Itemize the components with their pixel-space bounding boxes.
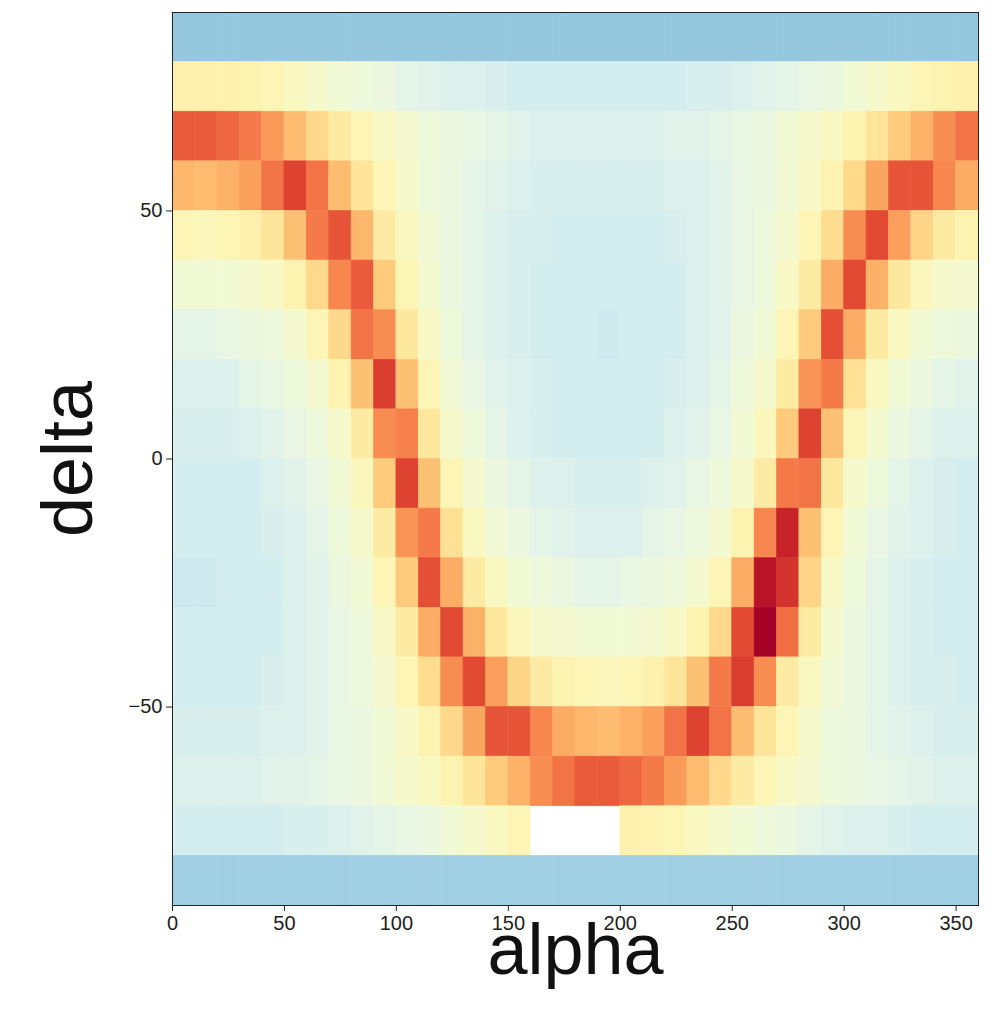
svg-text:100: 100 xyxy=(380,912,413,934)
svg-text:alpha: alpha xyxy=(487,909,664,989)
svg-text:−50: −50 xyxy=(129,695,163,717)
svg-text:250: 250 xyxy=(716,912,749,934)
svg-text:50: 50 xyxy=(273,912,295,934)
svg-text:350: 350 xyxy=(939,912,972,934)
svg-text:300: 300 xyxy=(827,912,860,934)
svg-text:0: 0 xyxy=(151,447,162,469)
svg-text:delta: delta xyxy=(27,380,107,537)
svg-text:50: 50 xyxy=(140,199,162,221)
svg-text:0: 0 xyxy=(167,912,178,934)
